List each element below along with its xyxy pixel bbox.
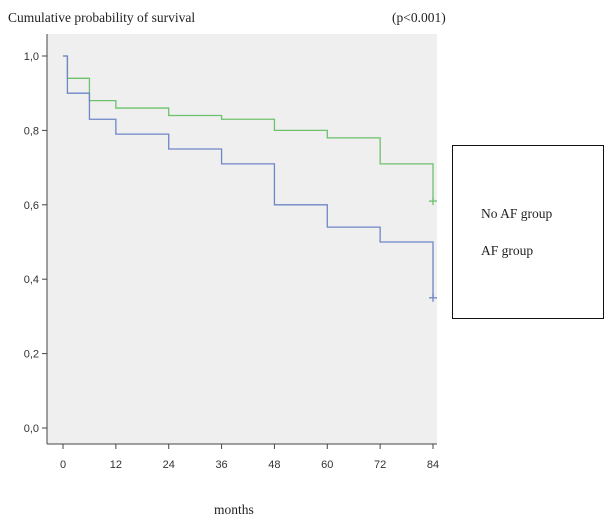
x-tick-label: 60	[321, 459, 333, 471]
y-tick-label: 0,8	[24, 125, 39, 137]
x-tick-label: 24	[163, 459, 175, 471]
x-tick-label: 12	[110, 459, 122, 471]
legend: No AF group AF group	[452, 145, 604, 319]
plot-area	[47, 34, 437, 444]
censor-mark	[429, 293, 437, 302]
x-tick-label: 0	[60, 459, 66, 471]
y-tick-label: 0,6	[24, 200, 39, 212]
survival-curve-no-af	[63, 55, 434, 202]
chart-title: Cumulative probability of survival	[8, 10, 196, 25]
legend-item-no-af: No AF group	[481, 206, 553, 221]
y-tick-label: 1,0	[24, 51, 39, 63]
x-tick-label: 48	[268, 459, 280, 471]
p-value-annotation: (p<0.001)	[392, 10, 446, 25]
y-tick-label: 0,2	[24, 349, 39, 361]
x-tick-label: 36	[215, 459, 227, 471]
survival-curve-af	[63, 55, 434, 298]
y-tick-label: 0,0	[24, 423, 39, 435]
x-axis-label: months	[214, 502, 254, 517]
x-tick-label: 72	[374, 459, 386, 471]
y-tick-label: 0,4	[24, 274, 39, 286]
censor-mark	[429, 197, 437, 206]
x-tick-label: 84	[427, 459, 439, 471]
legend-item-af: AF group	[481, 243, 534, 258]
